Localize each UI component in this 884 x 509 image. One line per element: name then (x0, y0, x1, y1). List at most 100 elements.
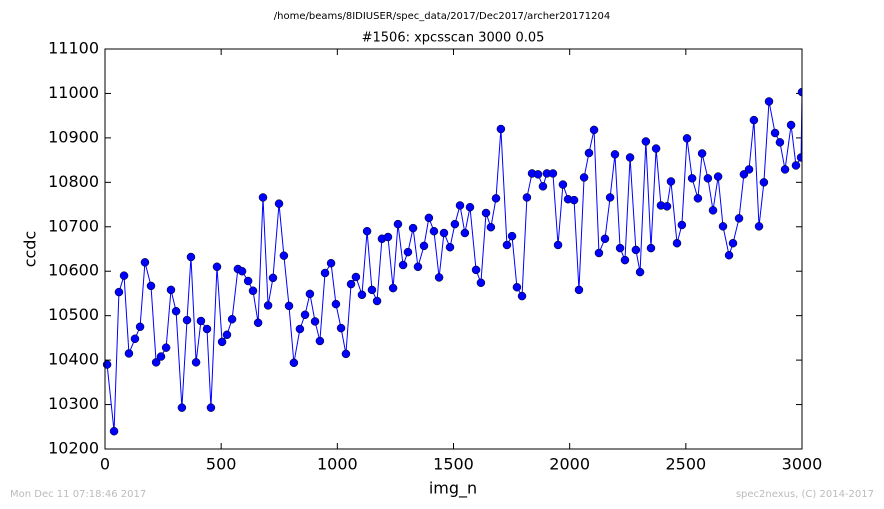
data-point (797, 87, 802, 97)
data-point (130, 334, 140, 344)
y-tick-label: 10800 (48, 172, 99, 191)
data-point (687, 174, 697, 183)
data-point (703, 174, 713, 183)
data-point (326, 258, 336, 268)
x-tick-label: 2000 (549, 455, 590, 474)
data-point (263, 301, 273, 310)
data-point (398, 260, 408, 270)
data-point (512, 282, 522, 292)
data-point (196, 316, 206, 326)
data-point (589, 125, 599, 135)
chart-title: /home/beams/8IDIUSER/spec_data/2017/Dec2… (274, 11, 610, 22)
data-point (708, 206, 718, 215)
data-point (476, 278, 486, 288)
data-point (346, 279, 356, 289)
data-point (749, 115, 759, 125)
y-tick-label: 10700 (48, 216, 99, 235)
data-point (258, 193, 268, 202)
data-point (413, 262, 423, 272)
data-point (481, 208, 491, 218)
data-point (140, 258, 150, 267)
data-point (186, 252, 196, 262)
data-point (517, 291, 527, 301)
data-point (217, 337, 227, 347)
data-point (574, 285, 584, 295)
data-point (248, 286, 258, 296)
data-point (222, 330, 232, 340)
data-point (796, 153, 802, 162)
data-point (182, 315, 192, 325)
data-point (429, 226, 439, 236)
data-point (754, 222, 764, 231)
data-point (770, 128, 780, 138)
data-point (300, 310, 310, 320)
data-point (295, 324, 305, 334)
data-point (666, 177, 676, 186)
data-point (331, 299, 341, 309)
data-point (662, 202, 672, 211)
data-point (367, 285, 377, 295)
data-point (635, 267, 645, 277)
y-tick-label: 11100 (48, 39, 99, 58)
data-point (502, 240, 512, 250)
data-point (253, 318, 263, 328)
data-point (744, 165, 754, 174)
data-point (759, 178, 769, 187)
data-point (284, 301, 294, 311)
data-point (646, 243, 656, 253)
data-point (548, 169, 558, 178)
data-point (734, 214, 744, 223)
data-point (677, 220, 687, 230)
data-point (780, 165, 790, 174)
data-point (471, 265, 481, 275)
plot-frame (104, 48, 803, 450)
data-point (641, 137, 651, 146)
data-point (465, 202, 475, 212)
x-tick-label: 2500 (665, 455, 706, 474)
data-point (227, 314, 237, 324)
data-point (682, 134, 692, 143)
data-point (791, 161, 801, 170)
data-point (171, 306, 181, 316)
data-point (351, 272, 361, 282)
y-tick-label: 11000 (48, 83, 99, 102)
data-point (486, 222, 496, 232)
data-point (146, 281, 156, 291)
data-point (672, 238, 682, 248)
data-point (439, 228, 449, 238)
data-point (424, 213, 434, 223)
data-point (460, 228, 470, 238)
x-tick-label: 3000 (782, 455, 823, 474)
data-point (775, 138, 785, 147)
data-point (341, 349, 351, 359)
data-point (393, 219, 403, 229)
data-point (212, 262, 222, 272)
x-axis-label: img_n (429, 479, 477, 499)
data-point (336, 323, 346, 333)
data-point (455, 201, 465, 210)
x-tick-label: 500 (206, 455, 237, 474)
data-point (166, 285, 176, 295)
data-point (697, 149, 707, 158)
footer-date: Mon Dec 11 07:18:46 2017 (10, 489, 146, 500)
data-line (106, 92, 802, 432)
data-point (610, 150, 620, 159)
chart-subtitle: #1506: xpcsscan 3000 0.05 (362, 31, 545, 46)
x-tick-label: 0 (100, 455, 110, 474)
data-point (434, 273, 444, 282)
data-point (289, 358, 299, 368)
data-point (156, 352, 166, 361)
footer-credit: spec2nexus, (C) 2014-2017 (736, 489, 874, 500)
data-point (237, 266, 247, 276)
data-point (102, 360, 112, 369)
data-point (620, 255, 630, 265)
data-point (496, 124, 506, 134)
data-point (383, 232, 393, 242)
data-point (718, 222, 728, 231)
y-tick-label: 10300 (48, 394, 99, 413)
y-tick-label: 10600 (48, 261, 99, 280)
data-point (558, 180, 568, 189)
y-tick-label: 10200 (48, 439, 99, 458)
data-point (357, 290, 367, 300)
data-point (119, 271, 129, 280)
